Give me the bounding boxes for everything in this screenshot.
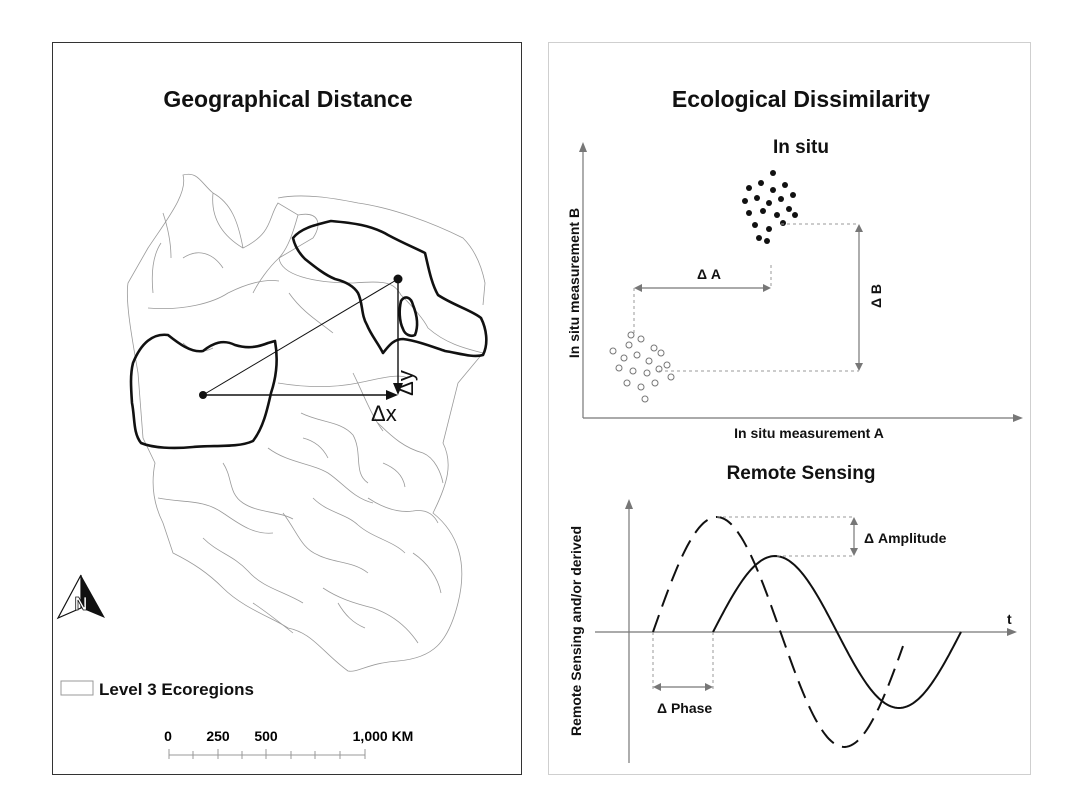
- open-point-14: [663, 361, 671, 369]
- filled-point-19: [756, 235, 762, 241]
- open-point-18: [627, 331, 635, 339]
- delta-a-label: Δ A: [697, 266, 721, 282]
- filled-point-3: [782, 182, 788, 188]
- open-point-15: [609, 347, 617, 355]
- north-arrow-icon: N: [56, 574, 105, 620]
- remote-axes: [595, 499, 1017, 763]
- scale-tick-1000: 1,000 KM: [353, 728, 414, 744]
- filled-point-0: [746, 185, 752, 191]
- filled-point-12: [786, 206, 792, 212]
- dy-arrowhead: [393, 383, 403, 395]
- filled-point-11: [774, 212, 780, 218]
- delta-amplitude-label: Δ Amplitude: [864, 530, 947, 546]
- open-point-0: [625, 341, 633, 349]
- map-svg: Geographical Distance: [56, 86, 488, 759]
- highlighted-ecoregions: [129, 219, 488, 450]
- open-point-16: [641, 395, 649, 403]
- insitu-x-label: In situ measurement A: [734, 425, 884, 441]
- distance-vectors: Δx Δy: [199, 274, 418, 426]
- cluster-a-points: [609, 331, 675, 403]
- open-point-6: [657, 349, 665, 357]
- open-point-3: [620, 354, 628, 362]
- filled-point-14: [766, 226, 772, 232]
- open-point-17: [667, 373, 675, 381]
- open-point-13: [651, 379, 659, 387]
- legend-label: Level 3 Ecoregions: [99, 680, 254, 699]
- remote-title: Remote Sensing: [727, 463, 876, 484]
- filled-point-15: [780, 220, 786, 226]
- filled-point-6: [766, 200, 772, 206]
- filled-point-8: [790, 192, 796, 198]
- filled-point-13: [752, 222, 758, 228]
- dx-label: Δx: [371, 401, 397, 426]
- open-point-5: [645, 357, 653, 365]
- legend-swatch: [60, 680, 94, 696]
- open-point-7: [615, 364, 623, 372]
- insitu-axes: [579, 142, 1023, 422]
- geographical-distance-panel: Geographical Distance: [52, 42, 522, 775]
- solid-signal-curve: [712, 554, 962, 710]
- filled-point-16: [764, 238, 770, 244]
- remote-t-label: t: [1007, 611, 1012, 627]
- centroid-west: [199, 391, 207, 399]
- remote-deltas: Δ Amplitude Δ Phase: [652, 516, 947, 716]
- open-point-1: [637, 335, 645, 343]
- delta-phase-label: Δ Phase: [657, 700, 712, 716]
- scale-tick-500: 500: [254, 728, 278, 744]
- scale-tick-0: 0: [164, 728, 172, 744]
- filled-point-4: [742, 198, 748, 204]
- insitu-y-label: In situ measurement B: [566, 208, 582, 358]
- filled-point-18: [792, 212, 798, 218]
- dissimilarity-svg: Ecological Dissimilarity In situ In situ…: [566, 86, 1023, 763]
- open-point-11: [623, 379, 631, 387]
- filled-point-10: [760, 208, 766, 214]
- filled-point-1: [758, 180, 764, 186]
- cluster-b-points: [742, 170, 798, 244]
- centroid-east: [393, 274, 403, 284]
- dx-arrowhead: [386, 390, 398, 400]
- open-point-2: [650, 344, 658, 352]
- distance-line: [202, 278, 399, 396]
- filled-point-5: [754, 195, 760, 201]
- delta-b-label: Δ B: [868, 284, 884, 308]
- open-point-12: [637, 383, 645, 391]
- open-point-9: [643, 369, 651, 377]
- filled-point-9: [746, 210, 752, 216]
- insitu-title: In situ: [773, 137, 829, 158]
- filled-point-17: [770, 170, 776, 176]
- scale-bar: 0 250 500 1,000 KM: [164, 728, 413, 759]
- open-point-4: [633, 351, 641, 359]
- filled-point-7: [778, 196, 784, 202]
- right-title: Ecological Dissimilarity: [672, 86, 930, 112]
- ecological-dissimilarity-panel: Ecological Dissimilarity In situ In situ…: [548, 42, 1031, 775]
- dy-label: Δy: [393, 370, 418, 396]
- insitu-deltas: Δ A Δ B: [633, 223, 884, 372]
- north-letter: N: [75, 594, 88, 614]
- remote-y-label: Remote Sensing and/or derived: [568, 526, 584, 736]
- open-point-8: [629, 367, 637, 375]
- left-title: Geographical Distance: [163, 86, 412, 112]
- ecoregion-map: [127, 173, 486, 672]
- scale-tick-250: 250: [206, 728, 230, 744]
- filled-point-2: [770, 187, 776, 193]
